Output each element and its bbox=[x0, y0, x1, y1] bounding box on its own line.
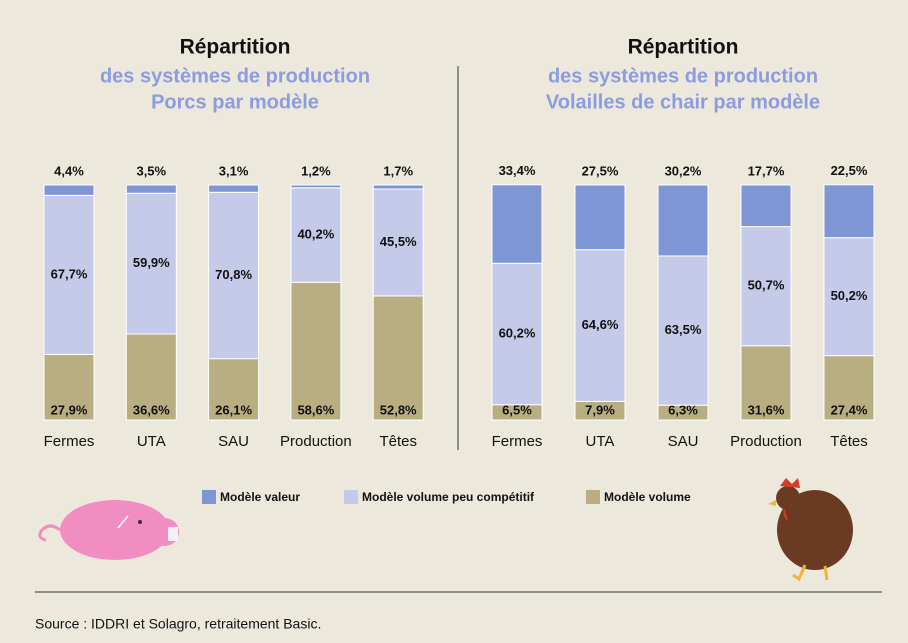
chart-title: Répartition bbox=[180, 36, 291, 59]
legend-swatch bbox=[586, 490, 600, 504]
value-label: 59,9% bbox=[133, 255, 170, 270]
value-label: 27,5% bbox=[582, 163, 619, 178]
pig-illustration bbox=[40, 500, 179, 560]
value-label: 45,5% bbox=[380, 234, 417, 249]
value-label: 3,5% bbox=[136, 163, 166, 178]
category-label: Production bbox=[730, 433, 802, 450]
category-label: UTA bbox=[137, 433, 166, 450]
bar-segment bbox=[824, 185, 874, 238]
value-label: 27,4% bbox=[831, 402, 868, 417]
chart-title: Répartition bbox=[628, 36, 739, 59]
value-label: 1,2% bbox=[301, 163, 331, 178]
value-label: 1,7% bbox=[383, 163, 413, 178]
value-label: 64,6% bbox=[582, 317, 619, 332]
value-label: 30,2% bbox=[665, 163, 702, 178]
chart-subtitle: Porcs par modèle bbox=[151, 91, 319, 113]
bar-segment bbox=[126, 185, 176, 193]
value-label: 70,8% bbox=[215, 267, 252, 282]
legend-swatch bbox=[202, 490, 216, 504]
bar-segment bbox=[44, 185, 94, 195]
value-label: 17,7% bbox=[748, 163, 785, 178]
chart-subtitle: des systèmes de production bbox=[100, 65, 370, 87]
category-label: SAU bbox=[218, 433, 249, 450]
bar-segment bbox=[575, 185, 625, 250]
value-label: 4,4% bbox=[54, 163, 84, 178]
value-label: 52,8% bbox=[380, 402, 417, 417]
category-label: Production bbox=[280, 433, 352, 450]
value-label: 7,9% bbox=[585, 402, 615, 417]
category-label: Têtes bbox=[379, 433, 417, 450]
source: Source : IDDRI et Solagro, retraitement … bbox=[35, 616, 321, 632]
value-label: 63,5% bbox=[665, 322, 702, 337]
value-label: 27,9% bbox=[51, 402, 88, 417]
category-label: Fermes bbox=[492, 433, 543, 450]
value-label: 50,7% bbox=[748, 278, 785, 293]
value-label: 3,1% bbox=[219, 163, 249, 178]
bar-segment bbox=[373, 296, 423, 420]
bar-segment bbox=[291, 185, 341, 188]
bar-segment bbox=[209, 185, 259, 192]
legend-swatch bbox=[344, 490, 358, 504]
category-label: SAU bbox=[668, 433, 699, 450]
value-label: 58,6% bbox=[297, 402, 334, 417]
value-label: 31,6% bbox=[748, 402, 785, 417]
category-label: Têtes bbox=[830, 433, 868, 450]
infographic: Source : IDDRI et Solagro, retraitement … bbox=[0, 0, 908, 643]
value-label: 22,5% bbox=[831, 163, 868, 178]
value-label: 50,2% bbox=[831, 288, 868, 303]
bar-segment bbox=[373, 185, 423, 189]
chart-subtitle: des systèmes de production bbox=[548, 65, 818, 87]
bar-segment bbox=[741, 185, 791, 227]
value-label: 60,2% bbox=[499, 325, 536, 340]
legend-label: Modèle volume bbox=[604, 490, 691, 504]
bar-segment bbox=[492, 185, 542, 263]
value-label: 33,4% bbox=[499, 163, 536, 178]
category-label: UTA bbox=[586, 433, 615, 450]
legend-label: Modèle valeur bbox=[220, 490, 300, 504]
value-label: 40,2% bbox=[297, 226, 334, 241]
chart-subtitle: Volailles de chair par modèle bbox=[546, 91, 820, 113]
legend-label: Modèle volume peu compétitif bbox=[362, 490, 535, 504]
category-label: Fermes bbox=[44, 433, 95, 450]
value-label: 67,7% bbox=[51, 266, 88, 281]
value-label: 36,6% bbox=[133, 402, 170, 417]
bar-segment bbox=[658, 185, 708, 256]
value-label: 26,1% bbox=[215, 402, 252, 417]
chicken-illustration bbox=[768, 478, 853, 580]
bar-segment bbox=[291, 282, 341, 420]
